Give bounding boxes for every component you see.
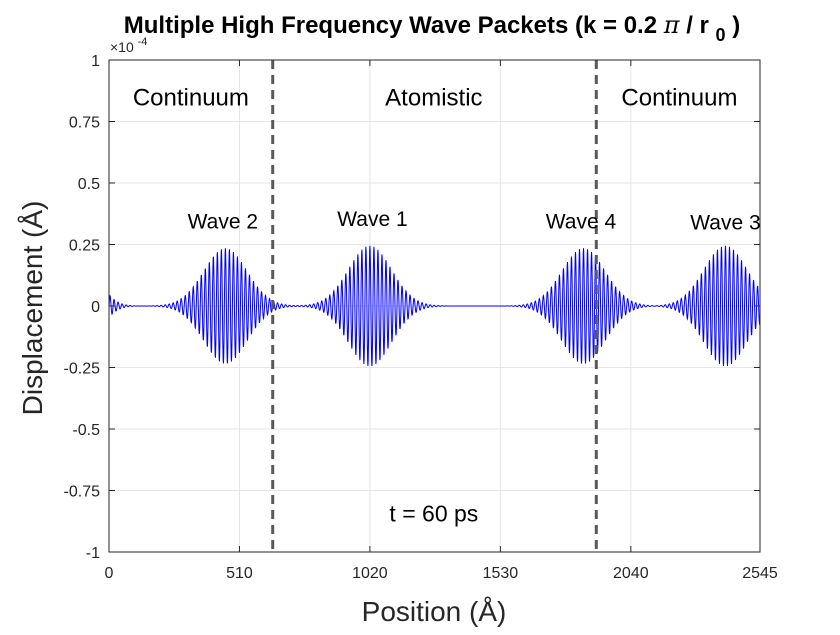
- displacement-series-line: [108, 245, 761, 367]
- y-tick-label: -0.5: [72, 422, 100, 439]
- y-tick-label: 0.5: [78, 176, 100, 193]
- title-slash: / r: [686, 12, 709, 39]
- title-end: ): [732, 12, 740, 39]
- y-tick-label: 0.75: [69, 115, 100, 132]
- x-tick-label: 1020: [352, 565, 388, 582]
- wave-label: Wave 2: [188, 211, 258, 234]
- x-axis-label: Position (Å): [362, 596, 507, 627]
- wave-label: Wave 3: [690, 212, 760, 235]
- x-tick-label: 2040: [613, 565, 649, 582]
- wave-label: Wave 4: [546, 211, 617, 234]
- title-pi: π: [663, 11, 681, 39]
- x-tick-label: 1530: [483, 565, 519, 582]
- time-annotation: t = 60 ps: [389, 500, 478, 526]
- region-label: Continuum: [621, 85, 737, 112]
- y-axis-label: Displacement (Å): [17, 201, 48, 416]
- title-subscript: 0: [716, 25, 726, 45]
- y-tick-label: -1: [86, 545, 100, 562]
- wave-label: Wave 1: [337, 208, 407, 231]
- x-tick-label: 0: [105, 565, 114, 582]
- y-tick-label: 0: [91, 299, 100, 316]
- y-scale-exponent: -4: [138, 36, 148, 48]
- title-main: Multiple High Frequency Wave Packets (k …: [124, 12, 657, 39]
- y-tick-label: -0.25: [64, 361, 101, 378]
- x-tick-label: 2545: [742, 565, 778, 582]
- region-label: Continuum: [133, 85, 249, 112]
- x-tick-label: 510: [226, 565, 253, 582]
- y-tick-label: 0.25: [69, 238, 100, 255]
- y-scale-factor: ×10 -4: [110, 36, 147, 55]
- chart-title: Multiple High Frequency Wave Packets (k …: [124, 11, 740, 47]
- y-tick-label: 1: [91, 53, 100, 70]
- y-tick-label: -0.75: [64, 484, 101, 501]
- region-label: Atomistic: [385, 85, 482, 112]
- y-scale-base: ×10: [110, 39, 134, 55]
